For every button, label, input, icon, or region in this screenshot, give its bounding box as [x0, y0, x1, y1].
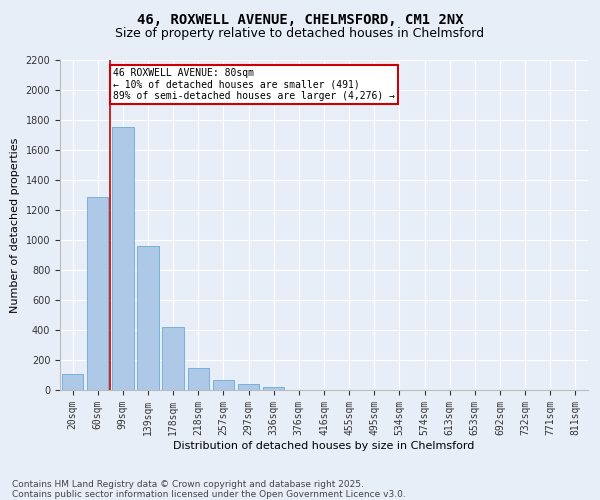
Bar	[238, 384, 259, 390]
X-axis label: Distribution of detached houses by size in Chelmsford: Distribution of detached houses by size …	[173, 440, 475, 450]
Bar	[263, 386, 284, 390]
Y-axis label: Number of detached properties: Number of detached properties	[10, 138, 20, 312]
Bar	[137, 246, 158, 390]
Bar	[213, 380, 234, 390]
Bar	[87, 197, 109, 390]
Bar	[163, 327, 184, 390]
Text: 46 ROXWELL AVENUE: 80sqm
← 10% of detached houses are smaller (491)
89% of semi-: 46 ROXWELL AVENUE: 80sqm ← 10% of detach…	[113, 68, 395, 100]
Bar	[62, 374, 83, 390]
Bar	[112, 126, 134, 390]
Bar	[188, 368, 209, 390]
Text: Size of property relative to detached houses in Chelmsford: Size of property relative to detached ho…	[115, 28, 485, 40]
Text: Contains HM Land Registry data © Crown copyright and database right 2025.
Contai: Contains HM Land Registry data © Crown c…	[12, 480, 406, 499]
Text: 46, ROXWELL AVENUE, CHELMSFORD, CM1 2NX: 46, ROXWELL AVENUE, CHELMSFORD, CM1 2NX	[137, 12, 463, 26]
